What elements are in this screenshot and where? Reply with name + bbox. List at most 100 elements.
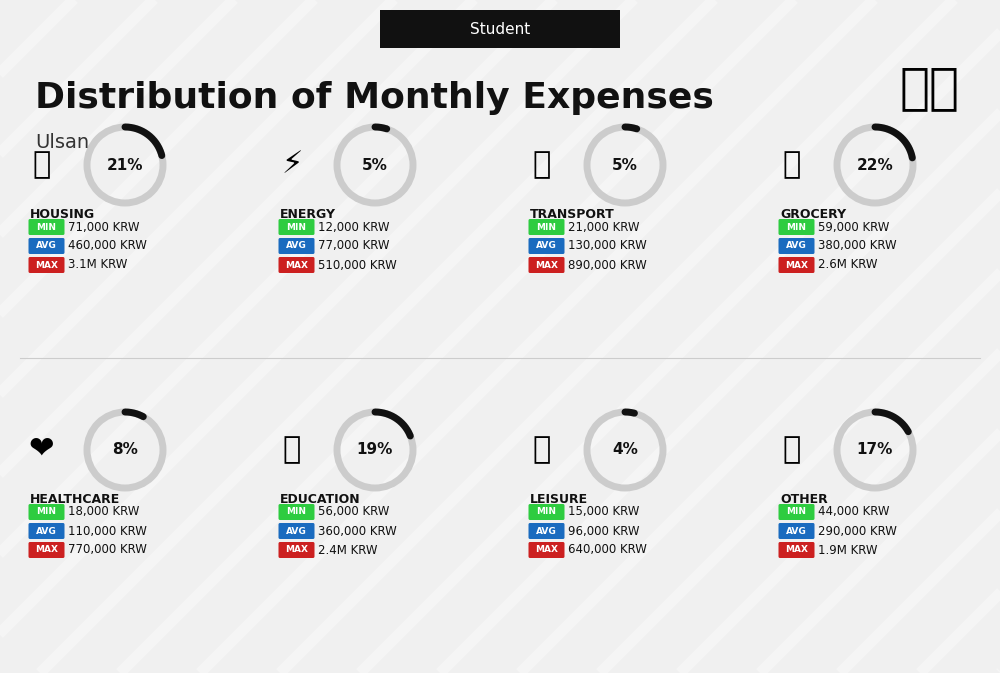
Text: 2.6M KRW: 2.6M KRW xyxy=(818,258,878,271)
Text: AVG: AVG xyxy=(786,242,807,250)
Text: 640,000 KRW: 640,000 KRW xyxy=(568,544,647,557)
Text: 🛒: 🛒 xyxy=(783,151,801,180)
FancyBboxPatch shape xyxy=(528,238,564,254)
FancyBboxPatch shape xyxy=(380,10,620,48)
Text: ❤️: ❤️ xyxy=(29,435,55,464)
Text: GROCERY: GROCERY xyxy=(780,208,846,221)
Text: MIN: MIN xyxy=(786,223,806,232)
FancyBboxPatch shape xyxy=(28,523,64,539)
Text: 🚌: 🚌 xyxy=(533,151,551,180)
Text: 15,000 KRW: 15,000 KRW xyxy=(568,505,639,518)
Text: 56,000 KRW: 56,000 KRW xyxy=(318,505,389,518)
Text: 🇰🇷: 🇰🇷 xyxy=(900,64,960,112)
Text: HEALTHCARE: HEALTHCARE xyxy=(30,493,120,506)
FancyBboxPatch shape xyxy=(278,219,314,235)
FancyBboxPatch shape xyxy=(28,219,64,235)
Text: 96,000 KRW: 96,000 KRW xyxy=(568,524,640,538)
Text: 510,000 KRW: 510,000 KRW xyxy=(318,258,397,271)
Text: MIN: MIN xyxy=(36,223,56,232)
Text: MAX: MAX xyxy=(785,546,808,555)
Text: 290,000 KRW: 290,000 KRW xyxy=(818,524,897,538)
FancyBboxPatch shape xyxy=(28,504,64,520)
FancyBboxPatch shape xyxy=(778,504,814,520)
Text: 21,000 KRW: 21,000 KRW xyxy=(568,221,640,234)
Text: 💰: 💰 xyxy=(783,435,801,464)
Text: LEISURE: LEISURE xyxy=(530,493,588,506)
Text: MIN: MIN xyxy=(786,507,806,516)
FancyBboxPatch shape xyxy=(528,523,564,539)
Text: AVG: AVG xyxy=(36,242,57,250)
Text: 2.4M KRW: 2.4M KRW xyxy=(318,544,378,557)
Text: Ulsan: Ulsan xyxy=(35,133,89,153)
Text: MAX: MAX xyxy=(285,260,308,269)
FancyBboxPatch shape xyxy=(28,257,64,273)
Text: Student: Student xyxy=(470,22,530,36)
Text: 59,000 KRW: 59,000 KRW xyxy=(818,221,889,234)
Text: MAX: MAX xyxy=(535,546,558,555)
FancyBboxPatch shape xyxy=(778,542,814,558)
FancyBboxPatch shape xyxy=(28,542,64,558)
Text: 21%: 21% xyxy=(107,157,143,172)
Text: 3.1M KRW: 3.1M KRW xyxy=(68,258,127,271)
Text: 360,000 KRW: 360,000 KRW xyxy=(318,524,397,538)
FancyBboxPatch shape xyxy=(278,542,314,558)
FancyBboxPatch shape xyxy=(778,238,814,254)
Text: AVG: AVG xyxy=(536,242,557,250)
FancyBboxPatch shape xyxy=(278,504,314,520)
FancyBboxPatch shape xyxy=(278,238,314,254)
Text: ⚡: ⚡ xyxy=(281,151,303,180)
Text: 4%: 4% xyxy=(612,443,638,458)
Text: 19%: 19% xyxy=(357,443,393,458)
Text: Distribution of Monthly Expenses: Distribution of Monthly Expenses xyxy=(35,81,714,115)
FancyBboxPatch shape xyxy=(528,257,564,273)
FancyBboxPatch shape xyxy=(778,257,814,273)
Text: 770,000 KRW: 770,000 KRW xyxy=(68,544,147,557)
Text: MIN: MIN xyxy=(287,507,306,516)
Text: 1.9M KRW: 1.9M KRW xyxy=(818,544,878,557)
Text: 🏢: 🏢 xyxy=(33,151,51,180)
Text: MIN: MIN xyxy=(36,507,56,516)
FancyBboxPatch shape xyxy=(528,542,564,558)
Text: 380,000 KRW: 380,000 KRW xyxy=(818,240,897,252)
Text: MAX: MAX xyxy=(785,260,808,269)
FancyBboxPatch shape xyxy=(278,523,314,539)
FancyBboxPatch shape xyxy=(528,504,564,520)
FancyBboxPatch shape xyxy=(528,219,564,235)
Text: 71,000 KRW: 71,000 KRW xyxy=(68,221,140,234)
Text: 12,000 KRW: 12,000 KRW xyxy=(318,221,390,234)
Text: MIN: MIN xyxy=(287,223,306,232)
Text: TRANSPORT: TRANSPORT xyxy=(530,208,615,221)
Text: MAX: MAX xyxy=(35,260,58,269)
Text: 460,000 KRW: 460,000 KRW xyxy=(68,240,147,252)
Text: MAX: MAX xyxy=(285,546,308,555)
FancyBboxPatch shape xyxy=(778,219,814,235)
Text: 110,000 KRW: 110,000 KRW xyxy=(68,524,147,538)
Text: 17%: 17% xyxy=(857,443,893,458)
Text: 🎓: 🎓 xyxy=(283,435,301,464)
Text: AVG: AVG xyxy=(286,526,307,536)
Text: OTHER: OTHER xyxy=(780,493,828,506)
Text: EDUCATION: EDUCATION xyxy=(280,493,361,506)
Text: MIN: MIN xyxy=(536,507,556,516)
Text: 22%: 22% xyxy=(857,157,893,172)
Text: HOUSING: HOUSING xyxy=(30,208,95,221)
Text: AVG: AVG xyxy=(536,526,557,536)
FancyBboxPatch shape xyxy=(28,238,64,254)
Text: MAX: MAX xyxy=(35,546,58,555)
Text: MAX: MAX xyxy=(535,260,558,269)
Text: AVG: AVG xyxy=(786,526,807,536)
Text: 44,000 KRW: 44,000 KRW xyxy=(818,505,890,518)
FancyBboxPatch shape xyxy=(278,257,314,273)
Text: 890,000 KRW: 890,000 KRW xyxy=(568,258,647,271)
Text: 🛍️: 🛍️ xyxy=(533,435,551,464)
Text: 77,000 KRW: 77,000 KRW xyxy=(318,240,390,252)
FancyBboxPatch shape xyxy=(778,523,814,539)
Text: 5%: 5% xyxy=(612,157,638,172)
Text: ENERGY: ENERGY xyxy=(280,208,336,221)
Text: 18,000 KRW: 18,000 KRW xyxy=(68,505,139,518)
Text: 130,000 KRW: 130,000 KRW xyxy=(568,240,647,252)
Text: AVG: AVG xyxy=(286,242,307,250)
Text: AVG: AVG xyxy=(36,526,57,536)
Text: 5%: 5% xyxy=(362,157,388,172)
Text: MIN: MIN xyxy=(536,223,556,232)
